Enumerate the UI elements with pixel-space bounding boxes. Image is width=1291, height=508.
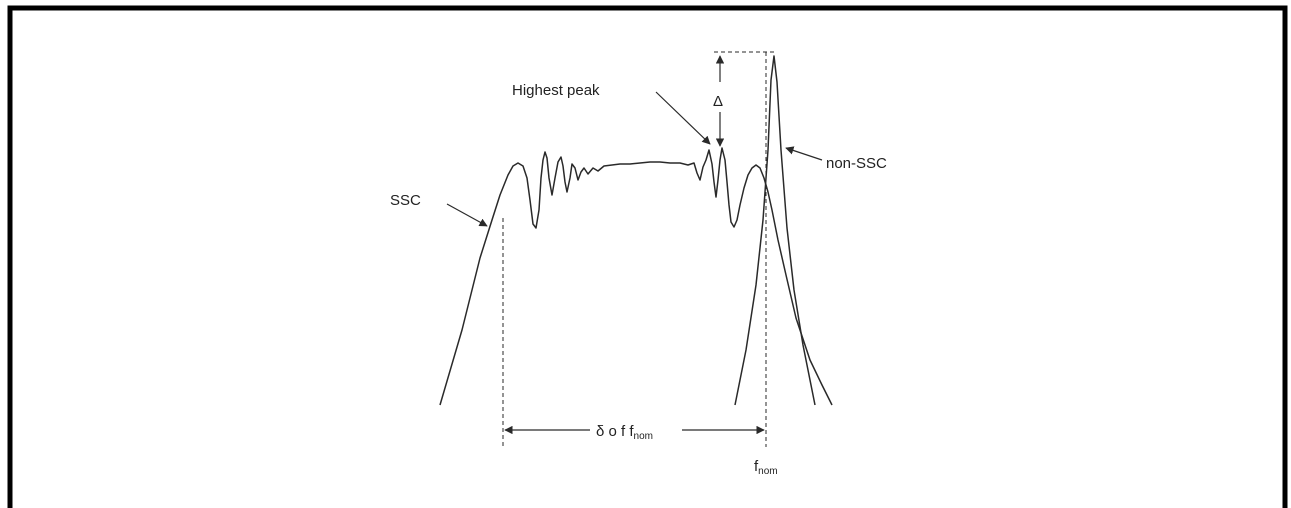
fnom-label-main: f (754, 458, 759, 475)
ssc-label: SSC (390, 192, 421, 209)
diagram-frame (7, 5, 1288, 508)
highest-peak-label: Highest peak (512, 82, 600, 99)
offset-label: δ o f fnom (596, 423, 653, 442)
highest-peak-pointer-arrow (655, 91, 711, 145)
non-ssc-label: non-SSC (826, 155, 887, 172)
ssc-spectrum-curve (439, 147, 833, 406)
non-ssc-pointer-arrow (785, 146, 823, 161)
delta-symbol-label: Δ (713, 93, 723, 110)
fnom-label-subscript: nom (758, 466, 777, 477)
non-ssc-peak-curve (734, 55, 816, 406)
offset-label-prefix: δ o f f (596, 423, 634, 440)
offset-label-subscript: nom (634, 431, 653, 442)
ssc-pointer-arrow (446, 203, 488, 227)
fnom-label: fnom (754, 458, 778, 477)
